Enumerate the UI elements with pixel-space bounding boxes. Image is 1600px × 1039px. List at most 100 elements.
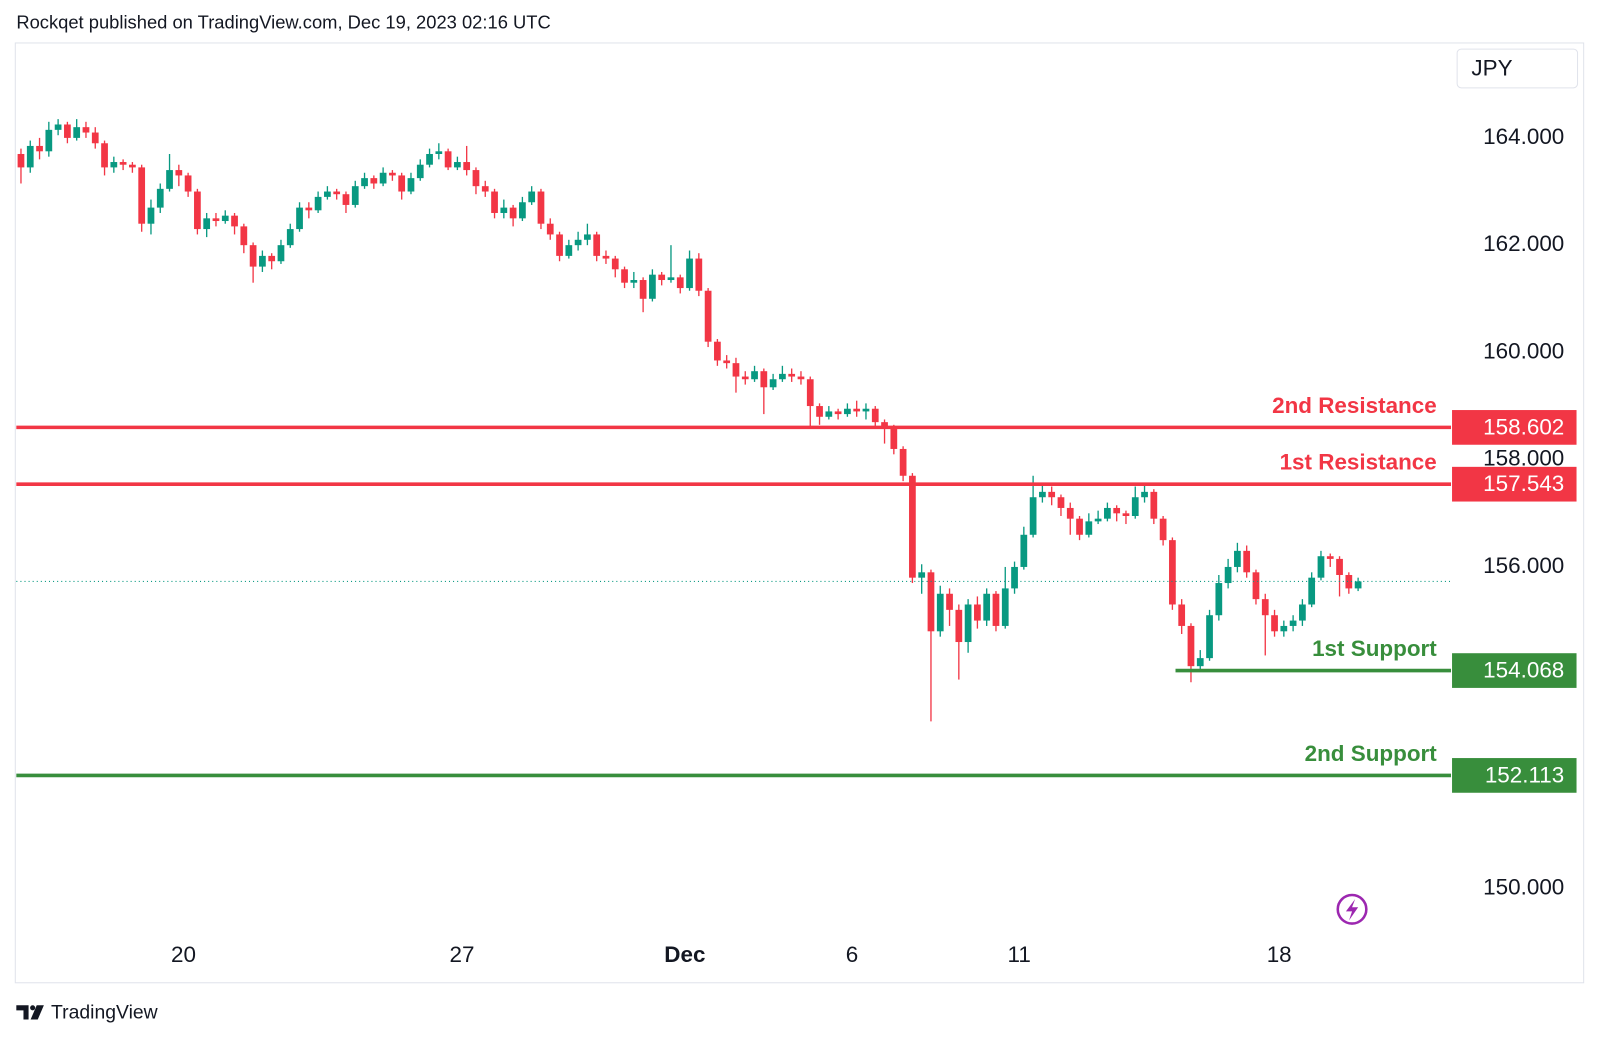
candle-body — [741, 376, 749, 380]
candle-body — [695, 258, 703, 291]
currency-label: JPY — [1471, 55, 1512, 80]
candle-body — [221, 215, 229, 222]
candle-body — [82, 127, 90, 133]
candle-body — [1131, 497, 1139, 516]
candle-body — [342, 194, 350, 205]
candle-body — [389, 172, 396, 176]
candle-body — [1085, 521, 1093, 535]
publisher-line: Rockqet published on TradingView.com, De… — [16, 11, 550, 32]
candle-body — [1187, 625, 1195, 667]
candle-body — [1048, 491, 1056, 498]
candle-body — [203, 218, 211, 230]
candle-body — [825, 411, 833, 417]
candle-body — [407, 178, 415, 192]
currency-button[interactable] — [1456, 48, 1579, 89]
candle-body — [324, 191, 331, 197]
candle-body — [1104, 507, 1111, 519]
logo-part — [30, 1005, 44, 1020]
candle-body — [1066, 507, 1074, 519]
candle-body — [259, 255, 266, 267]
candle-body — [147, 207, 155, 224]
candle-body — [676, 277, 684, 289]
level-name: 1st Support — [1312, 636, 1437, 661]
candle-body — [435, 151, 443, 154]
candle-body — [918, 572, 926, 578]
candle-body — [73, 127, 81, 138]
candle-body — [36, 145, 43, 152]
candle-body — [1252, 572, 1260, 600]
candle-body — [556, 234, 563, 256]
candle-body — [723, 360, 731, 364]
y-tick-label: 156.000 — [1483, 553, 1564, 578]
candle-body — [1354, 581, 1362, 589]
candle-body — [481, 186, 489, 192]
candle-body — [370, 178, 378, 184]
level-name: 1st Resistance — [1280, 450, 1437, 475]
candle-body — [1243, 550, 1251, 573]
y-tick-label: 150.000 — [1483, 875, 1564, 900]
candle-body — [1299, 604, 1306, 621]
candle-body — [1029, 497, 1037, 535]
candle-body — [509, 207, 517, 219]
candle-body — [565, 245, 573, 256]
candle-body — [101, 143, 108, 168]
candle-body — [899, 448, 907, 476]
x-tick-label: Dec — [664, 942, 705, 967]
candle-body — [751, 371, 758, 380]
candle-body — [64, 124, 71, 138]
candle-body — [667, 277, 675, 281]
candle-body — [398, 175, 406, 192]
candle-body — [231, 215, 238, 227]
candle-body — [305, 207, 313, 211]
candle-body — [119, 162, 127, 165]
x-tick-label: 11 — [1008, 942, 1031, 967]
tv-logo — [16, 1005, 44, 1020]
candle-body — [26, 145, 34, 168]
candle-body — [361, 178, 368, 187]
candle-body — [138, 167, 146, 224]
candle-body — [268, 255, 276, 262]
candle-body — [1057, 497, 1065, 508]
candle-body — [1196, 658, 1204, 667]
candle-body — [351, 186, 359, 205]
candle-body — [500, 207, 508, 213]
candle-body — [537, 191, 545, 224]
candle-body — [45, 129, 53, 152]
candle-body — [1094, 518, 1102, 522]
candle-body — [1076, 518, 1083, 535]
level-badge — [1452, 653, 1577, 688]
footer-brand: TradingView — [51, 1002, 159, 1024]
candle-body — [110, 162, 118, 168]
candle-body — [1224, 566, 1232, 584]
x-tick-label: 6 — [846, 942, 858, 967]
candle-body — [1261, 599, 1269, 616]
candle-body — [602, 255, 610, 259]
x-tick-label: 18 — [1267, 942, 1292, 967]
candle-body — [611, 258, 619, 270]
candle-body — [630, 280, 638, 283]
candle-body — [296, 207, 303, 230]
candle-body — [277, 245, 285, 262]
candle-body — [1280, 625, 1288, 632]
candle-body — [426, 153, 433, 165]
candle-body — [834, 411, 842, 415]
bolt — [1345, 899, 1359, 921]
candle-body — [1178, 604, 1186, 626]
candle-body — [184, 175, 192, 192]
candle-body — [909, 475, 916, 578]
bolt-icon[interactable] — [1336, 893, 1368, 925]
candle-body — [1308, 577, 1316, 605]
candle-body — [816, 406, 823, 417]
candle-body — [463, 162, 471, 171]
candle-body — [17, 153, 25, 168]
candle-body — [1001, 588, 1009, 626]
candle-body — [472, 170, 480, 187]
candle-body — [955, 609, 963, 643]
level-name: 2nd Support — [1305, 741, 1438, 766]
candle-body — [649, 274, 656, 299]
level-value: 158.602 — [1483, 414, 1564, 439]
candle-body — [379, 172, 387, 184]
candle-body — [974, 604, 981, 621]
candle-body — [249, 245, 257, 267]
candle-body — [1150, 491, 1158, 519]
